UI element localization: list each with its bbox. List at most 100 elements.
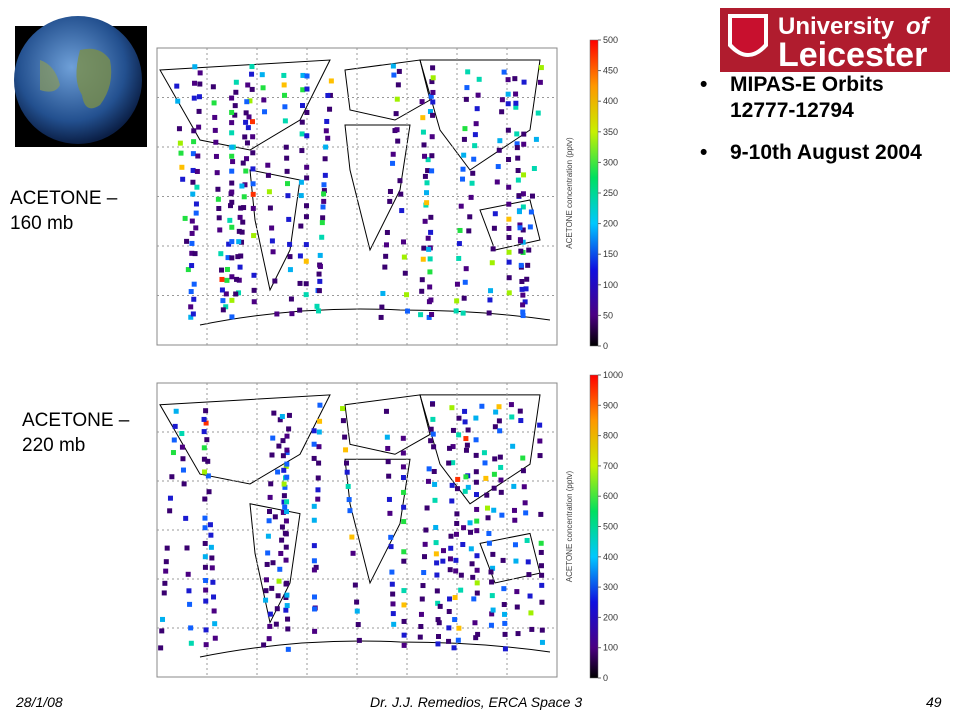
measurement-pixel xyxy=(273,621,279,627)
measurement-pixel xyxy=(514,604,520,610)
measurement-pixel xyxy=(188,289,194,295)
colorbar-tick-label: 800 xyxy=(603,431,618,441)
measurement-pixel xyxy=(436,620,442,626)
measurement-pixel xyxy=(300,72,306,78)
measurement-pixel xyxy=(395,82,401,88)
measurement-pixel xyxy=(539,599,545,605)
measurement-pixel xyxy=(313,564,319,570)
measurement-pixel xyxy=(171,437,177,443)
measurement-pixel xyxy=(243,119,249,125)
logo-text: of xyxy=(906,13,931,40)
measurement-pixel xyxy=(274,311,280,317)
measurement-pixel xyxy=(505,127,511,133)
measurement-pixel xyxy=(265,550,271,556)
measurement-pixel xyxy=(399,208,405,214)
measurement-pixel xyxy=(429,134,435,140)
measurement-pixel xyxy=(513,100,519,106)
measurement-pixel xyxy=(474,580,480,586)
measurement-pixel xyxy=(316,444,322,450)
colorbar-title: ACETONE concentration (pptv) xyxy=(565,470,574,582)
measurement-pixel xyxy=(196,94,202,100)
measurement-pixel xyxy=(300,87,306,93)
measurement-pixel xyxy=(449,482,455,488)
measurement-pixel xyxy=(387,510,393,516)
measurement-pixel xyxy=(488,288,494,294)
measurement-pixel xyxy=(514,141,520,147)
measurement-pixel xyxy=(250,181,256,187)
measurement-pixel xyxy=(518,248,524,254)
measurement-pixel xyxy=(224,277,230,283)
measurement-pixel xyxy=(486,310,492,316)
measurement-pixel xyxy=(400,435,406,441)
measurement-pixel xyxy=(191,128,197,134)
measurement-pixel xyxy=(401,558,407,564)
measurement-pixel xyxy=(520,468,526,474)
measurement-pixel xyxy=(539,572,545,578)
measurement-pixel xyxy=(215,186,221,192)
measurement-pixel xyxy=(520,313,526,319)
measurement-pixel xyxy=(427,269,433,275)
measurement-pixel xyxy=(475,631,481,637)
measurement-pixel xyxy=(493,409,499,415)
measurement-pixel xyxy=(226,241,232,247)
measurement-pixel xyxy=(304,73,310,79)
measurement-pixel xyxy=(539,582,545,588)
measurement-pixel xyxy=(284,592,290,598)
measurement-pixel xyxy=(284,499,290,505)
measurement-pixel xyxy=(515,177,521,183)
measurement-pixel xyxy=(287,254,293,260)
measurement-pixel xyxy=(433,524,439,530)
measurement-pixel xyxy=(345,483,351,489)
measurement-pixel xyxy=(216,205,222,211)
measurement-pixel xyxy=(287,267,293,273)
measurement-pixel xyxy=(461,136,467,142)
measurement-pixel xyxy=(395,138,401,144)
measurement-pixel xyxy=(203,587,209,593)
measurement-pixel xyxy=(401,642,407,648)
measurement-pixel xyxy=(464,85,470,91)
measurement-pixel xyxy=(210,84,216,90)
measurement-pixel xyxy=(499,97,505,103)
measurement-pixel xyxy=(513,104,519,110)
measurement-pixel xyxy=(311,503,317,509)
logo-shield-inner xyxy=(732,18,764,53)
measurement-pixel xyxy=(284,155,290,161)
measurement-pixel xyxy=(191,139,197,145)
continent xyxy=(419,394,541,505)
measurement-pixel xyxy=(519,279,525,285)
measurement-pixel xyxy=(304,175,310,181)
measurement-pixel xyxy=(435,617,441,623)
measurement-pixel xyxy=(179,444,185,450)
measurement-pixel xyxy=(187,601,193,607)
measurement-pixel xyxy=(204,437,210,443)
measurement-pixel xyxy=(468,546,474,552)
measurement-pixel xyxy=(430,431,436,437)
measurement-pixel xyxy=(354,599,360,605)
measurement-pixel xyxy=(193,201,199,207)
measurement-pixel xyxy=(517,237,523,243)
measurement-pixel xyxy=(182,215,188,221)
measurement-pixel xyxy=(521,141,527,147)
measurement-pixel xyxy=(465,427,471,433)
measurement-pixel xyxy=(270,249,276,255)
measurement-pixel xyxy=(475,92,481,98)
measurement-pixel xyxy=(276,443,282,449)
measurement-pixel xyxy=(287,241,293,247)
measurement-pixel xyxy=(472,143,478,149)
measurement-pixel xyxy=(465,484,471,490)
measurement-pixel xyxy=(467,520,473,526)
measurement-pixel xyxy=(160,616,166,622)
measurement-pixel xyxy=(164,545,170,551)
measurement-pixel xyxy=(213,153,219,159)
measurement-pixel xyxy=(223,304,229,310)
measurement-pixel xyxy=(461,295,467,301)
measurement-pixel xyxy=(324,118,330,124)
measurement-pixel xyxy=(242,134,248,140)
measurement-pixel xyxy=(266,518,272,524)
measurement-pixel xyxy=(190,311,196,317)
measurement-pixel xyxy=(424,200,430,206)
measurement-pixel xyxy=(380,290,386,296)
continent xyxy=(344,59,431,121)
measurement-pixel xyxy=(418,611,424,617)
measurement-pixel xyxy=(344,460,350,466)
